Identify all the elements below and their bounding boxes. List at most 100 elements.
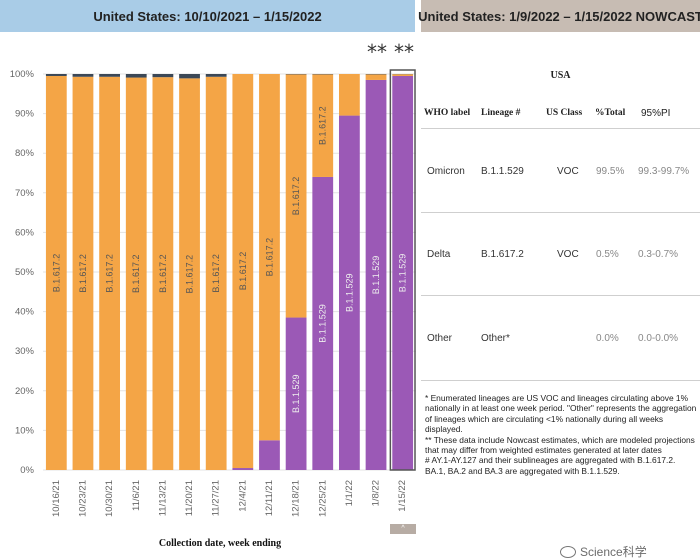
bar-segment (72, 74, 94, 77)
bar-segment (205, 74, 227, 77)
bar-segment (152, 74, 174, 78)
pi-range: 0.0-0.0% (638, 333, 679, 344)
bar-data-label: B.1.1.529 (318, 304, 328, 343)
bar-segment (205, 76, 227, 470)
bar-segment (259, 74, 280, 441)
x-tick-label: 11/13/21 (157, 480, 168, 516)
bar-segment (392, 74, 414, 76)
x-tick-label: 11/20/21 (184, 480, 195, 516)
bar-segment (99, 74, 120, 77)
bar-segment (339, 74, 360, 116)
bar-segment (285, 74, 307, 318)
table-title: USA (550, 70, 571, 81)
column-header-95pi: 95%PI (641, 108, 671, 119)
bar-segment (312, 74, 334, 177)
pct-total: 99.5% (596, 166, 625, 177)
y-tick-label: 50% (15, 267, 35, 278)
bar-segment (125, 77, 147, 470)
bar-segment (392, 75, 414, 471)
scroll-up-tab[interactable]: ^ (390, 524, 416, 534)
column-header-who-label: WHO label (424, 108, 471, 118)
watermark: Science科学 (560, 543, 647, 560)
x-tick-label: 10/16/21 (51, 480, 62, 517)
table-divider (421, 128, 700, 129)
pct-total: 0.5% (596, 249, 619, 260)
bar-data-label: B.1.617.2 (131, 255, 141, 294)
x-tick-label: 12/4/21 (237, 480, 248, 512)
bar-data-label: B.1.617.2 (105, 254, 115, 293)
column-header-lineage: Lineage # (481, 108, 521, 118)
nowcast-marker-1-15: ** (394, 40, 414, 64)
bar-segment (152, 77, 174, 470)
lineage: B.1.1.529 (481, 166, 524, 177)
footnote-other: * Enumerated lineages are US VOC and lin… (425, 393, 697, 435)
bar-data-label: B.1.617.2 (291, 177, 301, 216)
y-tick-label: 20% (15, 386, 35, 397)
who-label: Delta (427, 249, 451, 260)
nowcast-header: United States: 1/9/2022 – 1/15/2022 NOWC… (418, 0, 700, 32)
column-header-pct-total: %Total (595, 108, 626, 118)
chart-header: United States: 10/10/2021 – 1/15/2022 (0, 0, 415, 32)
x-tick-label: 1/8/22 (371, 480, 382, 506)
bar-segment (312, 176, 334, 470)
y-tick-label: 60% (15, 227, 35, 238)
bar-segment (45, 74, 67, 76)
bar-segment (45, 75, 67, 471)
us-class: VOC (557, 249, 579, 260)
bar-segment (179, 78, 200, 470)
watermark-text: Science科学 (580, 545, 647, 559)
bar-data-label: B.1.617.2 (158, 254, 168, 293)
x-tick-label: 12/11/21 (264, 480, 275, 516)
wechat-icon (560, 545, 576, 558)
bar-data-label: B.1.617.2 (318, 106, 328, 145)
bar-segment (259, 440, 280, 470)
y-tick-label: 40% (15, 307, 35, 318)
x-tick-label: 10/23/21 (77, 480, 88, 517)
bar-data-label: B.1.1.529 (398, 254, 408, 293)
nowcast-marker-1-8: ** (367, 40, 387, 64)
lineage: Other* (481, 333, 510, 344)
footnote-nowcast: ** These data include Nowcast estimates,… (425, 434, 695, 456)
y-tick-label: 30% (15, 346, 35, 357)
table-divider (421, 212, 700, 213)
nowcast-highlight-frame (389, 69, 416, 471)
y-tick-label: 100% (10, 69, 35, 80)
x-axis-caption: Collection date, week ending (158, 538, 282, 549)
bar-segment (99, 76, 120, 470)
footnotes: * Enumerated lineages are US VOC and lin… (425, 393, 697, 476)
bar-data-label: B.1.1.529 (291, 375, 301, 414)
bar-segment (365, 74, 387, 80)
pct-total: 0.0% (596, 333, 619, 344)
us-class: VOC (557, 166, 579, 177)
bar-segment (339, 115, 360, 470)
bar-segment (232, 468, 254, 470)
bar-segment (72, 76, 94, 470)
x-tick-label: 11/6/21 (131, 480, 142, 511)
bar-segment (232, 74, 254, 469)
table-divider (421, 295, 700, 296)
who-label: Omicron (427, 166, 465, 177)
bar-data-label: B.1.617.2 (78, 254, 88, 293)
x-tick-label: 1/1/22 (344, 480, 355, 506)
bar-segment (125, 74, 147, 78)
x-tick-label: 1/15/22 (397, 480, 408, 512)
bar-segment (285, 317, 307, 470)
bar-data-label: B.1.617.2 (264, 238, 274, 277)
x-tick-label: 11/27/21 (211, 480, 222, 516)
bar-data-label: B.1.1.529 (371, 256, 381, 295)
y-tick-label: 80% (15, 148, 35, 159)
bar-data-label: B.1.1.529 (344, 274, 354, 313)
pi-range: 99.3-99.7% (638, 166, 690, 177)
bar-data-label: B.1.617.2 (51, 254, 61, 293)
y-tick-label: 0% (20, 465, 34, 476)
bar-data-label: B.1.617.2 (211, 254, 221, 293)
x-tick-label: 12/18/21 (291, 480, 302, 517)
who-label: Other (427, 333, 453, 344)
column-header-us-class: US Class (546, 108, 583, 118)
table-divider (421, 380, 700, 381)
pi-range: 0.3-0.7% (638, 249, 679, 260)
x-tick-label: 12/25/21 (317, 480, 328, 517)
lineage: B.1.617.2 (481, 249, 524, 260)
bar-data-label: B.1.617.2 (238, 252, 248, 291)
bar-segment (365, 79, 387, 470)
